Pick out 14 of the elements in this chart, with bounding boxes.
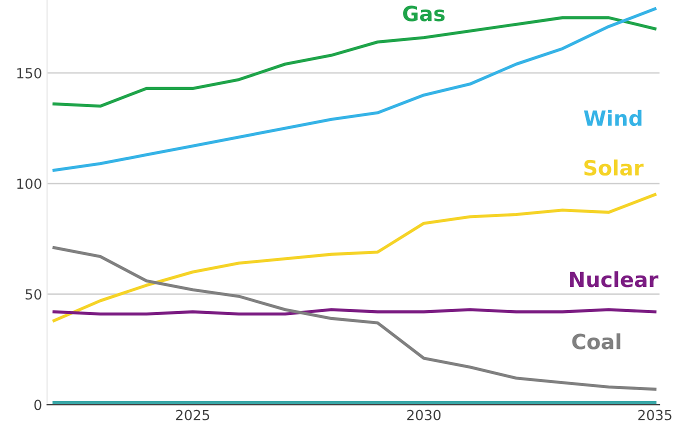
series-label: Gas: [403, 6, 445, 22]
series-label: Coal: [572, 333, 620, 350]
x-tick-label: 2030: [407, 410, 441, 420]
series-label: Solar: [584, 160, 644, 176]
x-tick-label: 2025: [176, 410, 210, 420]
y-tick-label: 150: [17, 68, 42, 78]
line-series: [52, 193, 656, 322]
series-label: Nuclear: [570, 271, 658, 288]
y-tick-label: 100: [17, 178, 42, 190]
y-tick-label: 50: [26, 289, 42, 300]
x-tick-label: 2035: [638, 410, 672, 420]
line-series: [52, 246, 656, 391]
y-tick-label: 0: [34, 400, 42, 410]
text: Wind: [584, 110, 642, 126]
